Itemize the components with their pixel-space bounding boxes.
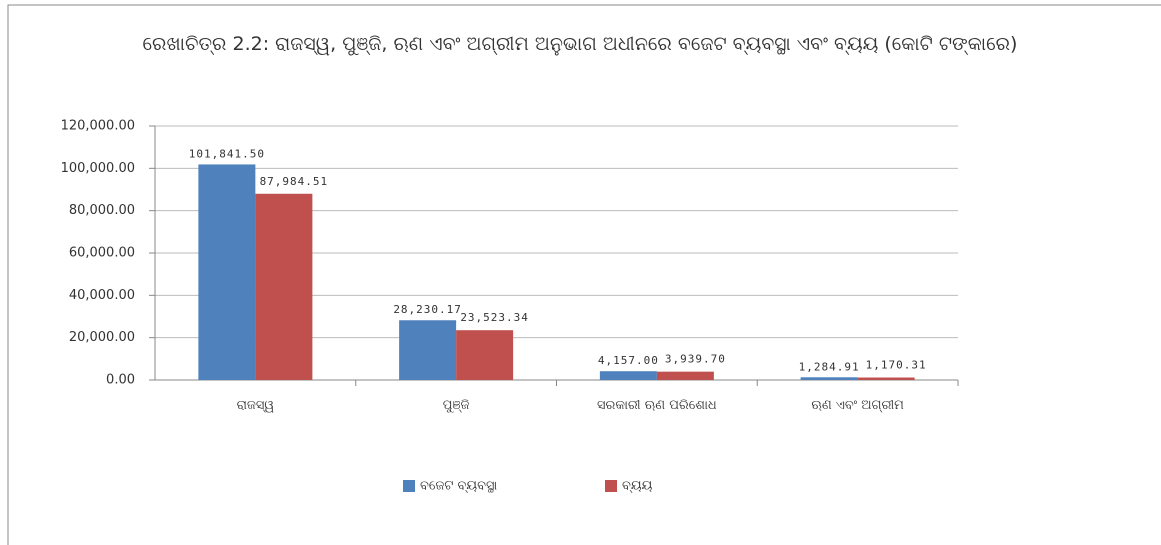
y-tick-label: 120,000.00	[61, 119, 135, 134]
x-tick-label: ସରକାରୀ ଋଣ ପରିଶୋଧ	[597, 398, 717, 413]
bar	[857, 377, 915, 380]
x-tick-label: ପୁଞ୍ଜି	[442, 398, 470, 413]
legend-label: ବ୍ୟୟ	[622, 479, 653, 494]
bar	[198, 164, 256, 380]
y-tick-label: 100,000.00	[61, 161, 135, 176]
bar	[599, 371, 657, 380]
value-label: 3,939.70	[665, 353, 726, 366]
y-tick-label: 20,000.00	[69, 330, 135, 345]
bar	[800, 377, 858, 380]
y-tick-label: 0.00	[106, 373, 135, 388]
bar	[255, 193, 313, 380]
y-tick-label: 40,000.00	[69, 288, 135, 303]
value-label: 23,523.34	[460, 311, 529, 324]
value-label: 87,984.51	[260, 175, 329, 188]
chart-border	[7, 4, 1161, 545]
value-label: 101,841.50	[189, 147, 265, 160]
y-tick-label: 60,000.00	[69, 246, 135, 261]
y-tick-label: 80,000.00	[69, 203, 135, 218]
x-tick-label: ରାଜସ୍ୱ	[236, 398, 275, 413]
x-tick-label: ଋଣ ଏବଂ ଅଗ୍ରୀମ	[811, 398, 904, 413]
legend-swatch	[605, 480, 617, 492]
chart-title: ରେଖାଚିତ୍ର 2.2: ରାଜସ୍ୱ, ପୁଞ୍ଜି, ଋଣ ଏବଂ ଅଗ…	[142, 33, 1018, 55]
value-label: 1,284.91	[799, 360, 860, 373]
value-label: 1,170.31	[866, 359, 927, 372]
bar	[399, 320, 457, 380]
legend-swatch	[403, 480, 415, 492]
bar	[656, 371, 714, 380]
legend-label: ବଜେଟ ବ୍ୟବସ୍ଥା	[420, 479, 497, 494]
value-label: 28,230.17	[393, 303, 462, 316]
bar	[456, 330, 514, 380]
value-label: 4,157.00	[598, 354, 659, 367]
